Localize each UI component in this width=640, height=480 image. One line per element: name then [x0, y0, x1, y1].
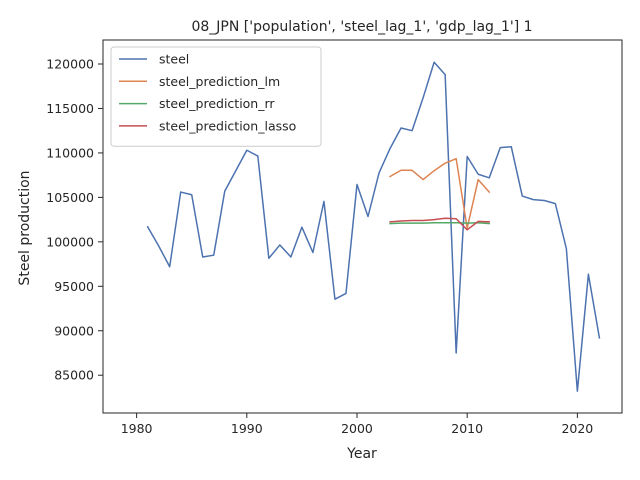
y-tick-label: 120000	[46, 57, 94, 72]
chart-title: 08_JPN ['population', 'steel_lag_1', 'gd…	[191, 19, 532, 35]
series-layer	[146, 61, 601, 392]
x-tick-label: 1990	[231, 421, 263, 436]
series-line-steel_prediction_lm	[389, 157, 491, 229]
x-tick-label: 2010	[451, 421, 483, 436]
legend-label-steel_prediction_rr: steel_prediction_rr	[159, 96, 275, 111]
y-axis-label: Steel production	[17, 170, 33, 285]
x-axis-label: Year	[346, 446, 377, 462]
y-tick-label: 110000	[46, 145, 94, 160]
y-axis-ticks: 85000 90000 95000 100000 105000 110000 115000 1…	[46, 57, 103, 383]
y-tick-label: 105000	[46, 190, 94, 205]
legend-box	[110, 46, 322, 147]
y-tick-label: 115000	[46, 101, 94, 116]
axes-frame	[102, 39, 623, 414]
x-tick-label: 1980	[121, 421, 153, 436]
legend-label-steel_prediction_lasso: steel_prediction_lasso	[159, 118, 296, 133]
legend-label-steel_prediction_lm: steel_prediction_lm	[159, 74, 280, 89]
x-axis-ticks: 1980 1990 2000 2010 2020	[121, 413, 593, 436]
y-tick-label: 90000	[54, 323, 94, 338]
x-tick-label: 2020	[561, 421, 593, 436]
plot-area: 1980 1990 2000 2010 2020 85000 90000 95000 1000…	[46, 39, 623, 436]
series-line-steel_prediction_lasso	[389, 217, 490, 231]
legend: steel steel_prediction_lm steel_prediction…	[110, 46, 322, 147]
series-line-steel	[146, 61, 601, 392]
legend-label-steel: steel	[159, 52, 189, 67]
y-tick-label: 100000	[46, 234, 94, 249]
series-line-steel_prediction_rr	[389, 221, 491, 225]
y-tick-label: 85000	[54, 368, 94, 383]
y-tick-label: 95000	[54, 279, 94, 294]
x-tick-label: 2000	[341, 421, 373, 436]
